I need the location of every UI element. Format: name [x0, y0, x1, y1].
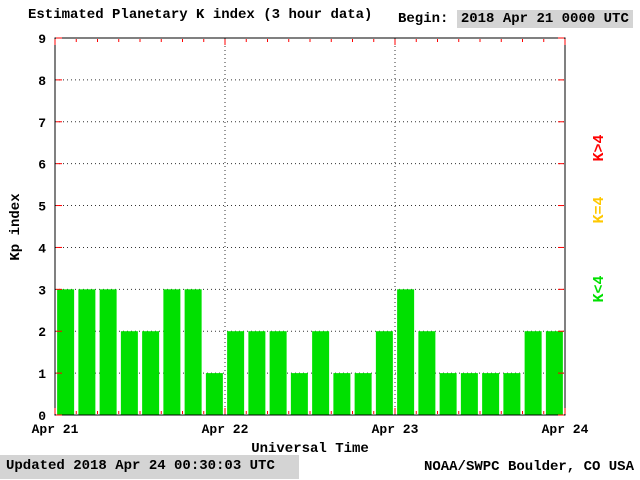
y-tick-label: 1 [38, 367, 46, 382]
kp-bar [460, 373, 478, 415]
kp-bar [524, 331, 542, 415]
y-tick-label: 6 [38, 158, 46, 173]
kp-bar [78, 289, 96, 415]
kp-bar [397, 289, 415, 415]
kp-bar [312, 331, 330, 415]
kp-bar [354, 373, 372, 415]
updated-timestamp: Updated 2018 Apr 24 00:30:03 UTC [0, 455, 299, 479]
y-tick-label: 8 [38, 74, 46, 89]
y-tick-label: 0 [38, 409, 46, 424]
kp-bar [163, 289, 181, 415]
kp-bar [248, 331, 266, 415]
kp-bar [57, 289, 75, 415]
kp-bar [545, 331, 563, 415]
y-axis-label: Kp index [8, 193, 24, 261]
kp-bar [227, 331, 245, 415]
x-tick-label: Apr 23 [372, 422, 419, 437]
kp-bar [184, 289, 202, 415]
kp-bar [503, 373, 521, 415]
legend-label: K=4 [591, 196, 608, 223]
kp-bar [205, 373, 223, 415]
y-tick-label: 5 [38, 200, 46, 215]
begin-label: Begin: [398, 11, 449, 27]
y-tick-label: 2 [38, 325, 46, 340]
kp-bar [375, 331, 393, 415]
y-tick-label: 3 [38, 283, 46, 298]
x-axis-label: Universal Time [251, 441, 369, 457]
x-tick-label: Apr 24 [542, 422, 589, 437]
y-tick-label: 7 [38, 116, 46, 131]
y-tick-label: 9 [38, 32, 46, 47]
begin-value: 2018 Apr 21 0000 UTC [456, 10, 633, 28]
plot-frame [54, 37, 566, 416]
y-tick-label: 4 [38, 241, 46, 256]
kp-bar [418, 331, 436, 415]
attribution: NOAA/SWPC Boulder, CO USA [423, 459, 634, 475]
kp-bar [482, 373, 500, 415]
begin-group: Begin: 2018 Apr 21 0000 UTC [398, 10, 633, 28]
kp-bar [142, 331, 160, 415]
chart-title: Estimated Planetary K index (3 hour data… [28, 7, 373, 23]
x-tick-label: Apr 22 [202, 422, 249, 437]
legend-label: K>4 [591, 134, 608, 161]
kp-bar [333, 373, 351, 415]
kp-bar [99, 289, 117, 415]
kp-bar [439, 373, 457, 415]
kp-bar [269, 331, 287, 415]
legend-label: K<4 [591, 275, 608, 302]
kp-bar [290, 373, 308, 415]
x-tick-label: Apr 21 [32, 422, 79, 437]
kp-bar [120, 331, 138, 415]
